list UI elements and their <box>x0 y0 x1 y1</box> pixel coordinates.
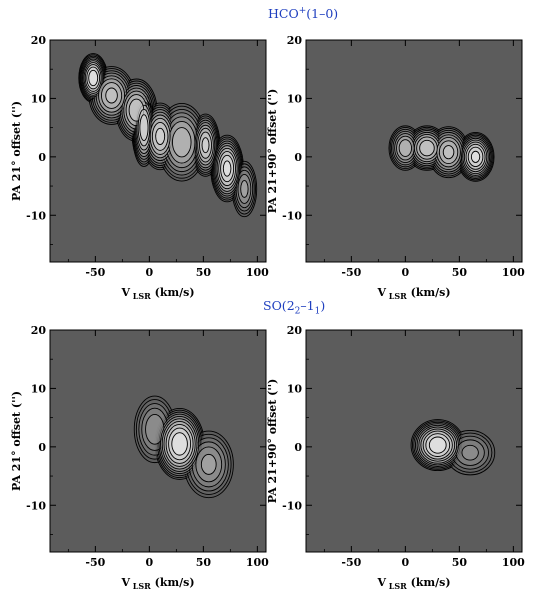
y-axis-label: PA 21+90° offset ('') <box>266 379 279 504</box>
contour-level-9-comp-0 <box>428 436 447 454</box>
contour-level-5-comp-2 <box>200 453 217 475</box>
x-tick-label: 0 <box>402 266 410 279</box>
y-tick-label: 0 <box>294 441 302 454</box>
contour-level-7-comp-2 <box>442 145 455 160</box>
x-tick-label: -50 <box>85 266 105 279</box>
emission-group <box>78 53 258 218</box>
x-tick-label: -50 <box>341 266 361 279</box>
contour-level-9-comp-0 <box>88 69 99 87</box>
x-axis-label: V LSR (km/s) <box>376 286 450 301</box>
plot-frame <box>305 39 523 263</box>
x-tick-label: 100 <box>502 556 525 569</box>
contour-level-9-comp-3 <box>470 150 481 163</box>
y-tick-label: 10 <box>287 92 303 105</box>
y-tick-label: 20 <box>31 324 47 337</box>
x-tick-label: -50 <box>85 556 105 569</box>
y-axis-label: PA 21° offset ('') <box>10 391 23 491</box>
contour-level-7-comp-1 <box>105 87 118 104</box>
plot-frame <box>305 329 523 553</box>
x-tick-label: 100 <box>246 266 269 279</box>
y-axis-label: PA 21+90° offset ('') <box>266 89 279 214</box>
panel-1: -50 0 50 100 -10 0 10 20 V LSR (km/s) PA 21° offs… <box>10 34 269 301</box>
x-axis-label: V LSR (km/s) <box>120 286 194 301</box>
emission-group <box>388 125 495 182</box>
contour-level-7-comp-1 <box>419 139 435 157</box>
contour-level-6-comp-0 <box>398 139 413 157</box>
plot-frame <box>49 39 267 263</box>
row-title-so-rest: ) <box>320 298 326 313</box>
contour-level-9-comp-1 <box>171 432 188 456</box>
y-tick-label: 20 <box>287 324 303 337</box>
contour-level-4-comp-1 <box>461 444 479 461</box>
contour-level-6-comp-5 <box>172 127 192 158</box>
emission-group <box>133 395 234 499</box>
row-title-so: SO(22–11) <box>263 298 325 317</box>
x-tick-label: 50 <box>196 266 212 279</box>
y-tick-label: -10 <box>26 209 46 222</box>
y-tick-label: 0 <box>294 151 302 164</box>
contour-level-8-comp-4 <box>155 127 166 145</box>
contour-level-9-comp-7 <box>222 160 232 177</box>
row-title-hco-rest: (1–0) <box>306 6 339 22</box>
x-tick-label: 50 <box>452 556 468 569</box>
contour-level-8-comp-3 <box>139 114 149 141</box>
y-axis-label: PA 21° offset ('') <box>10 101 23 201</box>
row-title-so-mid: –1 <box>300 298 315 313</box>
y-tick-label: 0 <box>38 441 46 454</box>
y-tick-label: 10 <box>287 382 303 395</box>
y-tick-label: 20 <box>287 34 303 47</box>
y-tick-label: 10 <box>31 382 47 395</box>
row-title-hco: HCO+(1–0) <box>268 6 338 21</box>
y-tick-label: 0 <box>38 151 46 164</box>
row-title-so-sub1: 2 <box>294 306 301 317</box>
row-title-hco-sup: + <box>298 6 307 16</box>
x-tick-label: 50 <box>196 556 212 569</box>
y-tick-label: 20 <box>31 34 47 47</box>
panel-2: -50 0 50 100 -10 0 10 20 V LSR (km/s) PA 21+90° o… <box>266 34 525 301</box>
y-tick-label: -10 <box>282 499 302 512</box>
x-axis-label: V LSR (km/s) <box>120 576 194 591</box>
row-title-so-sub2: 1 <box>314 306 321 317</box>
y-tick-label: -10 <box>282 209 302 222</box>
emission-group <box>410 419 496 476</box>
contour-level-8-comp-6 <box>201 137 210 154</box>
panel-4: -50 0 50 100 -10 0 10 20 V LSR (km/s) PA 21+90° o… <box>266 324 525 591</box>
y-tick-label: 10 <box>31 92 47 105</box>
x-tick-label: 0 <box>402 556 410 569</box>
x-tick-label: 50 <box>452 266 468 279</box>
row-title-so-text: SO(2 <box>263 298 295 313</box>
contour-level-5-comp-8 <box>240 180 249 198</box>
x-tick-label: 100 <box>246 556 269 569</box>
plot-frame <box>49 329 267 553</box>
panel-3: -50 0 50 100 -10 0 10 20 V LSR (km/s) PA 21° offs… <box>10 324 269 591</box>
x-tick-label: 100 <box>502 266 525 279</box>
x-axis-label: V LSR (km/s) <box>376 576 450 591</box>
row-title-hco-text: HCO <box>268 6 299 22</box>
x-tick-label: 0 <box>146 266 154 279</box>
x-tick-label: 0 <box>146 556 154 569</box>
y-tick-label: -10 <box>26 499 46 512</box>
x-tick-label: -50 <box>341 556 361 569</box>
